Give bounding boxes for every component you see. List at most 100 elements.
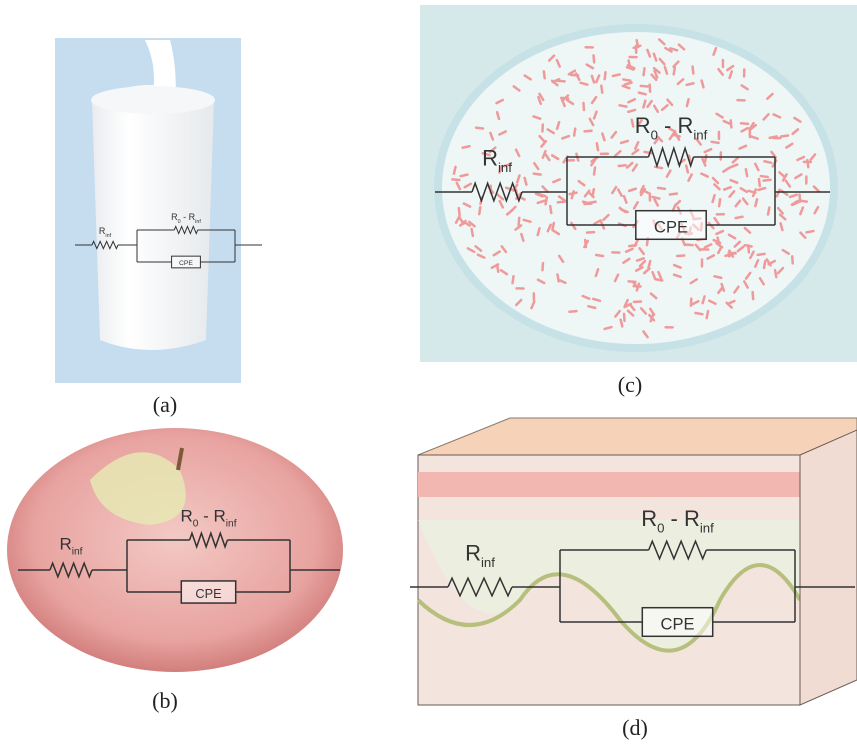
cell — [658, 188, 665, 189]
cell — [619, 165, 626, 166]
cell — [605, 72, 606, 79]
cell — [534, 174, 541, 175]
cell — [674, 67, 675, 74]
cell — [761, 176, 768, 177]
symbol: - R — [658, 113, 693, 138]
panel-label: (d) — [622, 715, 648, 740]
symbol: - R — [181, 212, 196, 222]
subscript: inf — [693, 127, 707, 142]
cell — [513, 276, 514, 283]
cell — [745, 245, 752, 246]
panel-label: (c) — [618, 372, 642, 397]
cell — [589, 202, 596, 203]
cell — [558, 202, 565, 203]
cell — [768, 208, 769, 215]
symbol: R — [482, 146, 498, 171]
cell — [736, 217, 743, 218]
subscript: inf — [105, 233, 111, 239]
cell — [653, 197, 660, 199]
cell — [741, 123, 748, 124]
cell — [552, 223, 553, 230]
panel-c-image — [420, 5, 857, 362]
cell — [686, 245, 693, 246]
cell — [648, 261, 650, 268]
subscript: inf — [195, 219, 201, 225]
cell — [644, 68, 645, 75]
symbol: R — [465, 541, 481, 566]
cell — [687, 83, 694, 85]
cell — [629, 245, 636, 246]
figure: CPERinfR0 - RinfCPERinfR0 - RinfCPERinfR… — [0, 0, 857, 747]
cell — [574, 129, 575, 136]
cell — [755, 199, 757, 206]
cell — [587, 232, 594, 233]
cell — [479, 207, 480, 214]
cell — [524, 220, 531, 222]
panel-label: (b) — [152, 688, 178, 713]
cell — [639, 93, 646, 95]
cell — [585, 131, 592, 132]
cell — [655, 279, 662, 280]
subscript: 0 — [657, 520, 664, 535]
panel-b-image — [7, 428, 343, 672]
cell — [463, 146, 470, 148]
cell — [707, 311, 708, 318]
cpe-label: CPE — [661, 616, 695, 634]
cell — [705, 155, 706, 162]
cpe-label: CPE — [179, 260, 193, 267]
symbol: - R — [198, 506, 225, 525]
cpe-label: CPE — [195, 586, 221, 601]
cell — [459, 208, 460, 215]
cell — [714, 276, 721, 278]
cell — [597, 143, 598, 150]
cell — [695, 313, 702, 314]
cell — [632, 120, 634, 127]
cpe-label: CPE — [654, 219, 688, 237]
subscript: inf — [72, 547, 83, 558]
cell — [569, 311, 576, 312]
cell — [758, 188, 765, 190]
cell — [800, 195, 801, 202]
cell — [570, 193, 577, 194]
cell — [613, 74, 620, 76]
cell — [781, 223, 783, 230]
cell — [546, 197, 547, 204]
cell — [472, 229, 473, 236]
cell — [596, 255, 603, 256]
cell — [712, 142, 719, 143]
cell — [759, 179, 760, 186]
cell — [620, 105, 627, 106]
subscript: 0 — [651, 127, 658, 142]
cell — [476, 128, 483, 129]
cell — [550, 206, 551, 213]
cell — [702, 81, 704, 88]
cell — [746, 169, 747, 176]
cell — [594, 168, 595, 175]
subscript: inf — [226, 518, 237, 529]
cell — [670, 194, 677, 195]
subscript: inf — [481, 555, 495, 570]
cell — [806, 231, 813, 232]
cell — [775, 270, 776, 277]
subscript: inf — [498, 160, 512, 175]
cell — [544, 71, 545, 78]
cell — [781, 136, 788, 137]
cell — [677, 255, 684, 256]
cell — [641, 86, 648, 87]
cell — [519, 218, 520, 225]
cell — [621, 320, 623, 327]
cell — [601, 86, 602, 93]
cell — [461, 175, 468, 176]
cell — [538, 228, 540, 235]
cell — [764, 161, 771, 163]
cell — [557, 274, 558, 281]
cell — [693, 66, 694, 73]
symbol: - R — [664, 506, 699, 531]
cell — [718, 238, 720, 245]
cell — [687, 99, 689, 106]
cell — [719, 199, 720, 206]
cell — [758, 254, 765, 255]
subscript: inf — [700, 520, 714, 535]
cell — [686, 166, 688, 173]
cell — [558, 81, 565, 82]
